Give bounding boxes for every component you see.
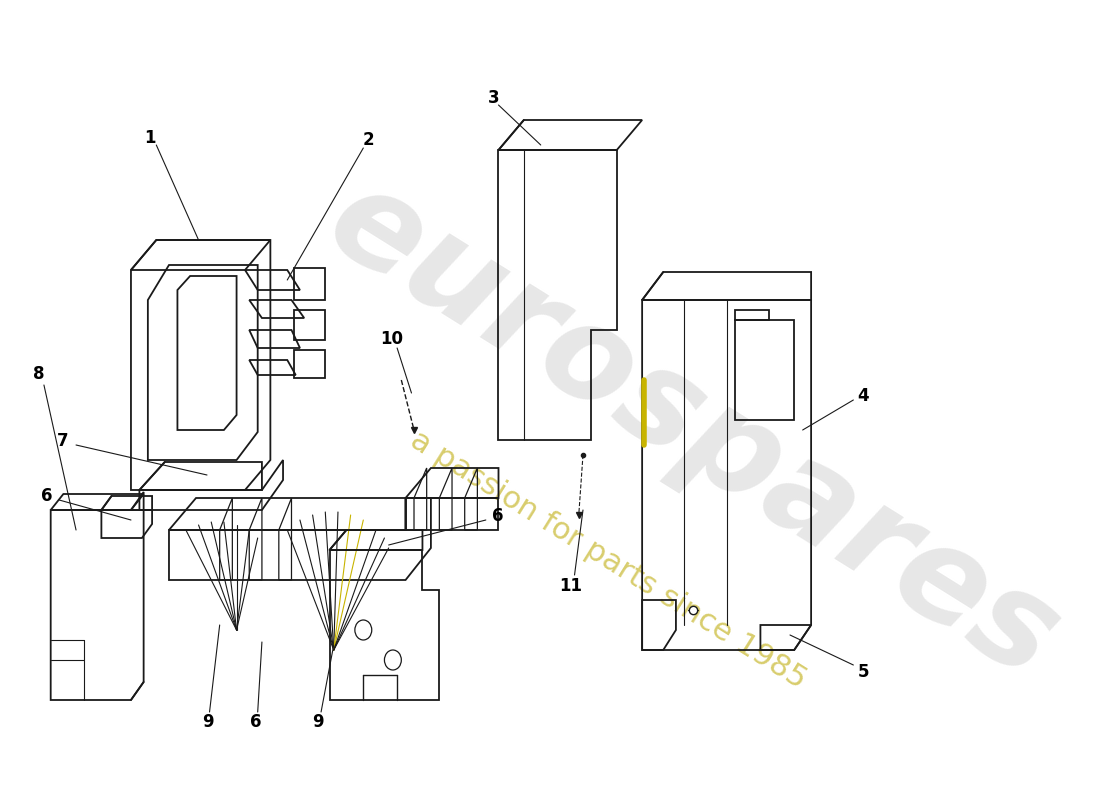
Text: 6: 6 — [492, 507, 504, 525]
Text: 8: 8 — [33, 365, 45, 383]
Text: 3: 3 — [487, 89, 499, 107]
Text: 9: 9 — [312, 713, 323, 731]
Text: 5: 5 — [858, 663, 869, 681]
Text: 11: 11 — [559, 577, 582, 595]
Text: eurospares: eurospares — [305, 155, 1080, 705]
Text: 7: 7 — [57, 432, 68, 450]
Text: 6: 6 — [41, 487, 52, 505]
Text: 1: 1 — [144, 129, 156, 147]
Text: a passion for parts since 1985: a passion for parts since 1985 — [405, 426, 812, 694]
Text: 9: 9 — [202, 713, 213, 731]
Text: 10: 10 — [379, 330, 403, 348]
Text: 2: 2 — [363, 131, 374, 149]
Text: 4: 4 — [858, 387, 869, 405]
Text: 6: 6 — [251, 713, 262, 731]
